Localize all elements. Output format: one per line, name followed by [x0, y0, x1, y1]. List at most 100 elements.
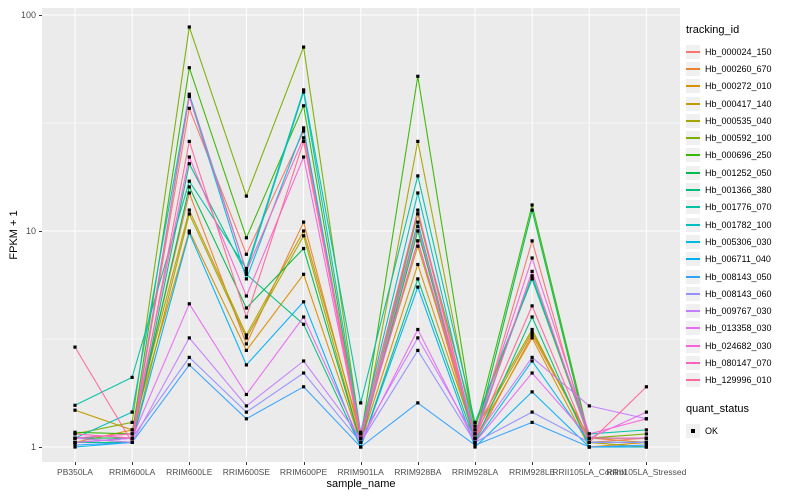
quant-key-swatch [686, 423, 700, 438]
x-tick-mark [75, 462, 76, 465]
data-point [244, 417, 248, 421]
data-point [130, 420, 134, 424]
x-tick-label: RRIM600LE [166, 467, 213, 477]
legend-key-swatch [686, 183, 700, 198]
data-point [187, 212, 191, 216]
legend-entry-label: Hb_001782_100 [705, 219, 772, 230]
data-point [644, 410, 648, 414]
data-point [187, 106, 191, 110]
legend-entry-Hb_001252_050: Hb_001252_050 [686, 164, 800, 181]
y-tick-mark [39, 447, 42, 448]
data-point [530, 315, 534, 319]
legend-key-swatch [686, 269, 700, 284]
legend-entry-label: Hb_000417_140 [705, 98, 772, 109]
legend-entry-Hb_006711_040: Hb_006711_040 [686, 251, 800, 268]
data-point [473, 420, 477, 424]
x-tick-label: RRII105LA_Stressed [606, 467, 687, 477]
data-point [473, 424, 477, 428]
data-point [187, 66, 191, 70]
legend-key-swatch [686, 321, 700, 336]
data-point [302, 129, 306, 133]
legend-key-line [686, 85, 700, 88]
x-tick-mark [589, 462, 591, 465]
data-point [359, 432, 363, 436]
data-point [244, 306, 248, 310]
legend-entry-label: Hb_000024_150 [705, 46, 772, 57]
data-point [187, 155, 191, 159]
x-tick-label: RRIM600SE [222, 467, 271, 477]
data-point [302, 234, 306, 238]
legend-entry-label: Hb_000592_100 [705, 133, 772, 144]
legend-entry-label: Hb_024682_030 [705, 340, 772, 351]
data-point [130, 432, 134, 436]
legend-title-quant-status: quant_status [686, 402, 749, 415]
legend-key-swatch [686, 96, 700, 111]
x-tick-label: RRIM928BA [394, 467, 442, 477]
data-point [530, 359, 534, 363]
x-tick-mark [360, 462, 362, 465]
legend-entry-label: Hb_005306_030 [705, 236, 772, 247]
data-point [187, 139, 191, 143]
data-point [359, 440, 363, 444]
quant-legend-entry: OK [686, 422, 800, 439]
chart-canvas [42, 8, 680, 462]
legend-key-line [686, 67, 700, 70]
data-point [644, 440, 648, 444]
data-point [130, 428, 134, 432]
data-point [473, 443, 477, 447]
y-tick-label: 10 [25, 226, 36, 236]
legend-entry-label: Hb_000535_040 [705, 115, 772, 126]
x-tick-label: RRIM600PE [279, 467, 328, 477]
y-tick-mark [39, 231, 42, 232]
data-point [473, 436, 477, 440]
data-point [187, 162, 191, 166]
data-point [244, 194, 248, 198]
data-point [244, 348, 248, 352]
legend-key-swatch [686, 338, 700, 353]
data-point [73, 445, 77, 449]
legend-entry-label: Hb_000696_250 [705, 150, 772, 161]
legend-key-line [686, 361, 700, 364]
data-point [73, 345, 77, 349]
legend-key-swatch [686, 217, 700, 232]
data-point [244, 267, 248, 271]
x-tick-mark [246, 462, 248, 465]
x-tick-label: PB350LA [57, 467, 93, 477]
x-tick-label: RRIM928LE [508, 467, 556, 477]
data-point [187, 302, 191, 306]
data-point [302, 139, 306, 143]
x-tick-mark [646, 462, 648, 465]
data-point [587, 404, 591, 408]
data-point [130, 440, 134, 444]
data-point [73, 443, 77, 447]
x-tick-mark [474, 462, 476, 465]
data-point [244, 404, 248, 408]
data-point [416, 336, 420, 340]
data-point [302, 90, 306, 94]
legend-entry-Hb_000272_010: Hb_000272_010 [686, 78, 800, 95]
data-point [187, 229, 191, 233]
data-point [302, 220, 306, 224]
data-point [302, 126, 306, 130]
data-point [530, 330, 534, 334]
data-point [587, 440, 591, 444]
data-point [73, 408, 77, 412]
data-point [244, 294, 248, 298]
legend-key-line [686, 50, 700, 53]
data-point [416, 348, 420, 352]
x-tick-label: RRIM600LA [108, 467, 156, 477]
legend-entry-Hb_000260_670: Hb_000260_670 [686, 60, 800, 77]
x-axis-title: sample_name [326, 478, 396, 490]
legend-key-line [686, 223, 700, 226]
data-point [187, 336, 191, 340]
legend-entry-Hb_008143_060: Hb_008143_060 [686, 285, 800, 302]
x-tick-mark [189, 462, 191, 465]
legend-key-swatch [686, 304, 700, 319]
data-point [302, 136, 306, 140]
data-point [530, 410, 534, 414]
data-point [187, 355, 191, 359]
legend-entry-label: Hb_001366_380 [705, 185, 772, 196]
data-point [416, 229, 420, 233]
data-point [244, 392, 248, 397]
legend-entry-Hb_000535_040: Hb_000535_040 [686, 112, 800, 129]
